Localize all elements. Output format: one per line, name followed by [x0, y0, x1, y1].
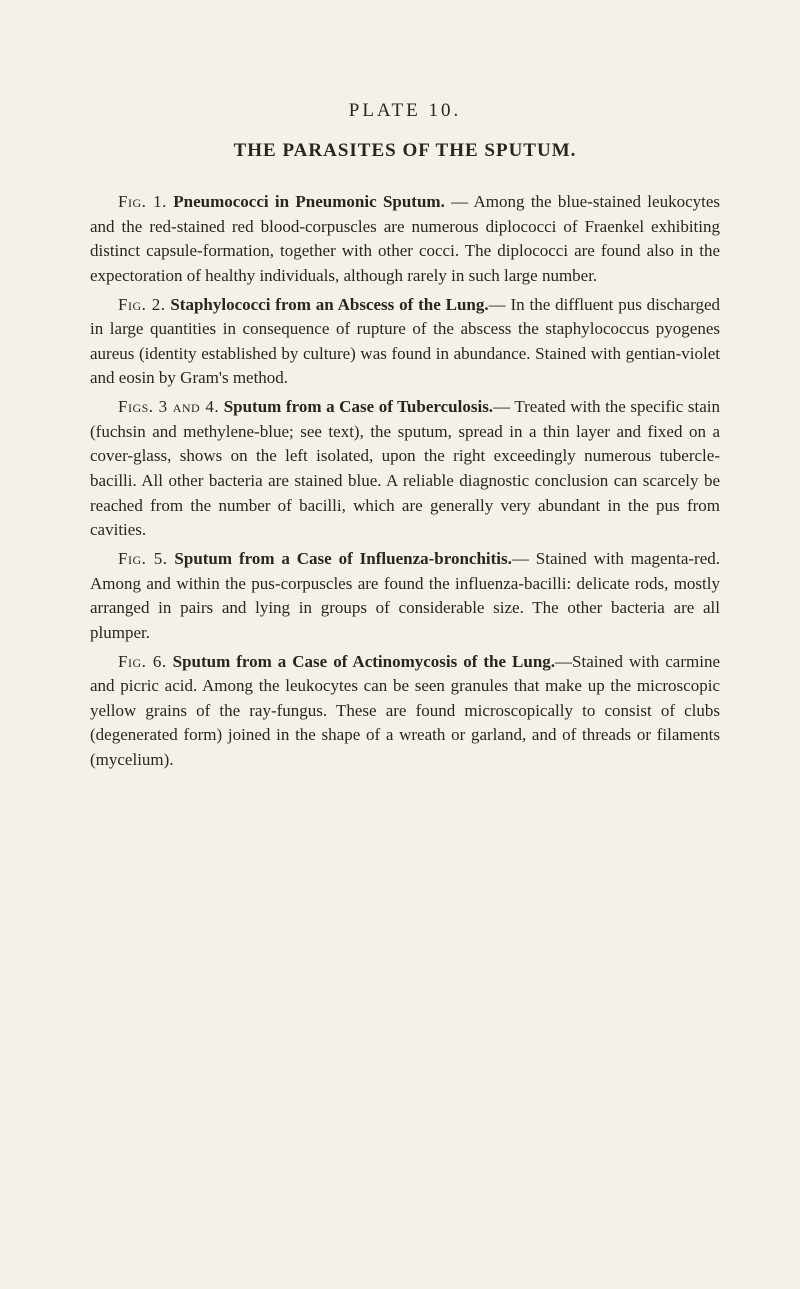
- paragraph-figs-3-4: Figs. 3 and 4. Sputum from a Case of Tub…: [90, 395, 720, 543]
- fig-body: — Treated with the specific stain (fuchs…: [90, 397, 720, 539]
- paragraph-fig-5: Fig. 5. Sputum from a Case of Influenza-…: [90, 547, 720, 646]
- fig-label: Fig. 5.: [118, 549, 168, 568]
- fig-title: Sputum from a Case of Actinomycosis of t…: [173, 652, 555, 671]
- paragraph-fig-1: Fig. 1. Pneumococci in Pneumonic Sputum.…: [90, 190, 720, 289]
- fig-title: Pneumococci in Pneumonic Sputum.: [173, 192, 445, 211]
- fig-title: Sputum from a Case of Tuberculosis.: [224, 397, 493, 416]
- paragraph-fig-2: Fig. 2. Staphylococci from an Abscess of…: [90, 293, 720, 392]
- fig-title: Sputum from a Case of Influenza-bronchit…: [174, 549, 512, 568]
- paragraph-fig-6: Fig. 6. Sputum from a Case of Actinomyco…: [90, 650, 720, 773]
- fig-label: Fig. 6.: [118, 652, 167, 671]
- plate-title: PLATE 10.: [90, 100, 720, 122]
- main-title: THE PARASITES OF THE SPUTUM.: [90, 140, 720, 162]
- fig-label: Figs. 3 and 4.: [118, 397, 219, 416]
- document-page: PLATE 10. THE PARASITES OF THE SPUTUM. F…: [90, 100, 720, 773]
- fig-label: Fig. 1.: [118, 192, 167, 211]
- fig-label: Fig. 2.: [118, 295, 165, 314]
- fig-title: Staphylococci from an Abscess of the Lun…: [170, 295, 488, 314]
